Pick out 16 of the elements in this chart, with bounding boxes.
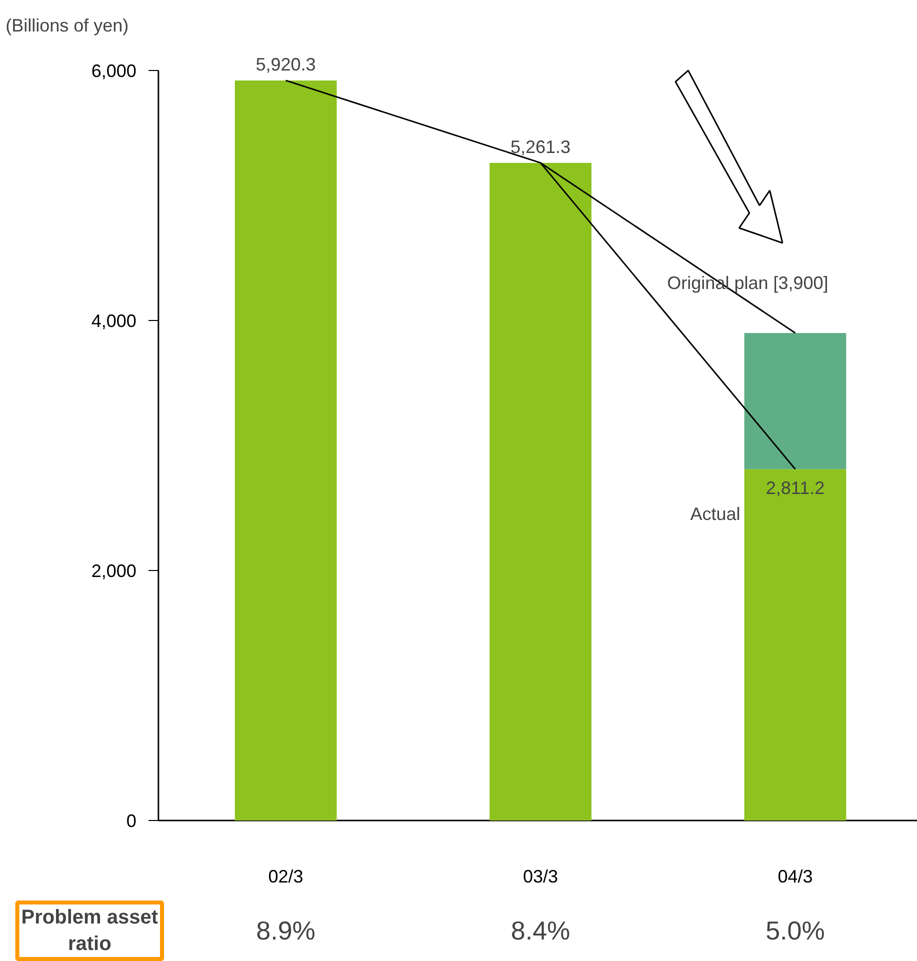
- x-tick-label: 04/3: [778, 866, 813, 886]
- y-tick-label: 4,000: [91, 310, 136, 331]
- y-tick-label: 2,000: [91, 560, 136, 581]
- y-tick-label: 0: [126, 810, 136, 831]
- annotation: Actual: [690, 504, 740, 524]
- text: 8.9%: [256, 916, 316, 946]
- x-tick-label: 02/3: [268, 866, 304, 886]
- text: Problem asset ratio: [21, 906, 158, 955]
- data-label: 2,811.2: [766, 478, 825, 498]
- text: 8.4%: [510, 916, 570, 946]
- data-label: 5,920.3: [256, 54, 316, 74]
- text: 5.0%: [766, 916, 825, 946]
- y-tick-label: 6,000: [91, 60, 136, 81]
- y-axis-title: (Billions of yen): [6, 15, 129, 36]
- data-label: 5,261.3: [510, 136, 571, 157]
- x-tick-label: 03/3: [522, 866, 558, 886]
